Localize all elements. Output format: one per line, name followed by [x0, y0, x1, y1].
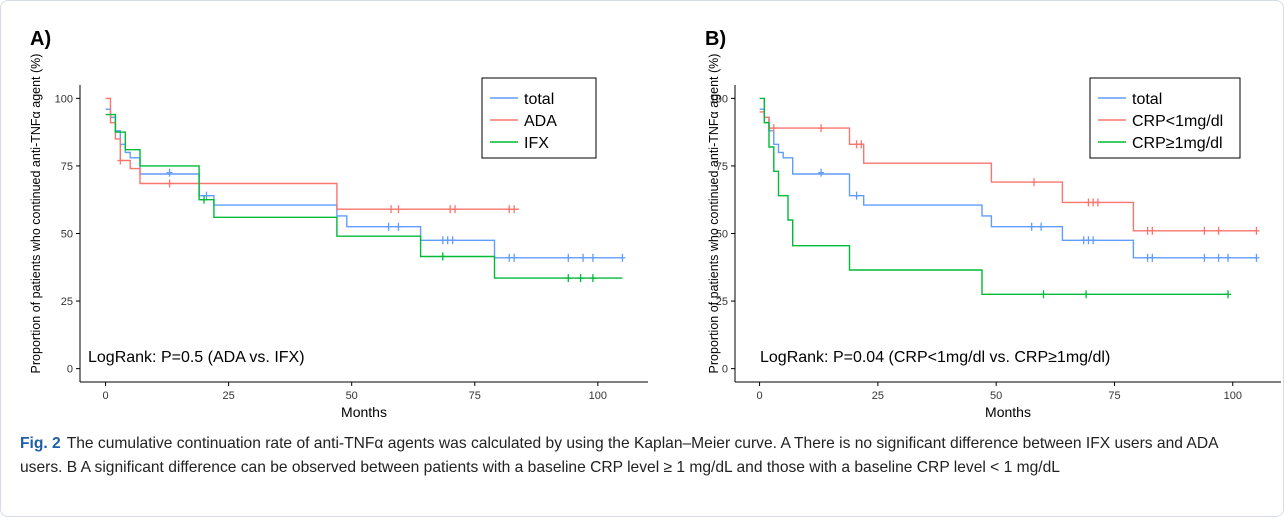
panel-label: A): [30, 28, 51, 50]
legend-box: [481, 77, 597, 159]
x-tick-label: 25: [872, 390, 884, 402]
caption-text: The cumulative continuation rate of anti…: [20, 435, 1218, 476]
km-curve-CRP≥1mg/dl: [759, 97, 1228, 295]
legend-label: CRP<1mg/dl: [1132, 113, 1223, 130]
x-tick-label: 0: [102, 390, 108, 402]
x-tick-label: 75: [1108, 390, 1120, 402]
legend-box: [1089, 77, 1241, 159]
km-curve-CRP<1mg/dl: [759, 111, 1257, 232]
legend-label: total: [524, 91, 554, 108]
y-tick-label: 75: [61, 161, 73, 173]
x-axis-label: Months: [985, 404, 1031, 420]
chart-panel-a: A) 0 25 50 75 100 0 25 50 75 100 Months Proportion o…: [29, 28, 648, 420]
y-tick-label: 50: [716, 229, 728, 241]
legend-label: CRP≥1mg/dl: [1132, 135, 1223, 152]
y-axis-label: Proportion of patients who continued ant…: [29, 54, 43, 374]
y-tick-label: 50: [61, 229, 73, 241]
x-tick-label: 0: [757, 390, 763, 402]
figure-caption: Fig. 2 The cumulative continuation rate o…: [20, 432, 1264, 479]
y-tick-label: 100: [55, 93, 73, 105]
km-curve-total: [759, 108, 1257, 259]
figure-charts: A) 0 25 50 75 100 0 25 50 75 100 Months Proportion o…: [29, 28, 1281, 420]
y-tick-label: 75: [716, 161, 728, 173]
y-tick-label: 100: [710, 93, 728, 105]
x-axis-label: Months: [341, 404, 387, 420]
y-tick-label: 25: [61, 296, 73, 308]
y-tick-label: 0: [67, 364, 73, 376]
y-tick-label: 25: [716, 296, 728, 308]
panel-label: B): [705, 28, 726, 50]
caption-label: Fig. 2: [20, 435, 61, 452]
km-curve-ADA: [105, 97, 520, 210]
km-curve-IFX: [105, 113, 623, 279]
legend-label: total: [1132, 91, 1162, 108]
x-tick-label: 75: [469, 390, 481, 402]
y-tick-label: 0: [722, 364, 728, 376]
x-tick-label: 50: [346, 390, 358, 402]
logrank-annotation: LogRank: P=0.5 (ADA vs. IFX): [88, 349, 305, 366]
x-tick-label: 100: [589, 390, 607, 402]
logrank-annotation: LogRank: P=0.04 (CRP<1mg/dl vs. CRP≥1mg/…: [760, 349, 1110, 366]
x-tick-label: 100: [1224, 390, 1242, 402]
x-tick-label: 25: [223, 390, 235, 402]
chart-panel-b: B) 0 25 50 75 100 0 25 50 75 100 Months Proportion o…: [705, 28, 1281, 420]
legend-label: ADA: [524, 113, 557, 130]
y-axis-label: Proportion of patients who continued ant…: [707, 54, 721, 374]
x-tick-label: 50: [990, 390, 1002, 402]
legend-label: IFX: [524, 135, 549, 152]
